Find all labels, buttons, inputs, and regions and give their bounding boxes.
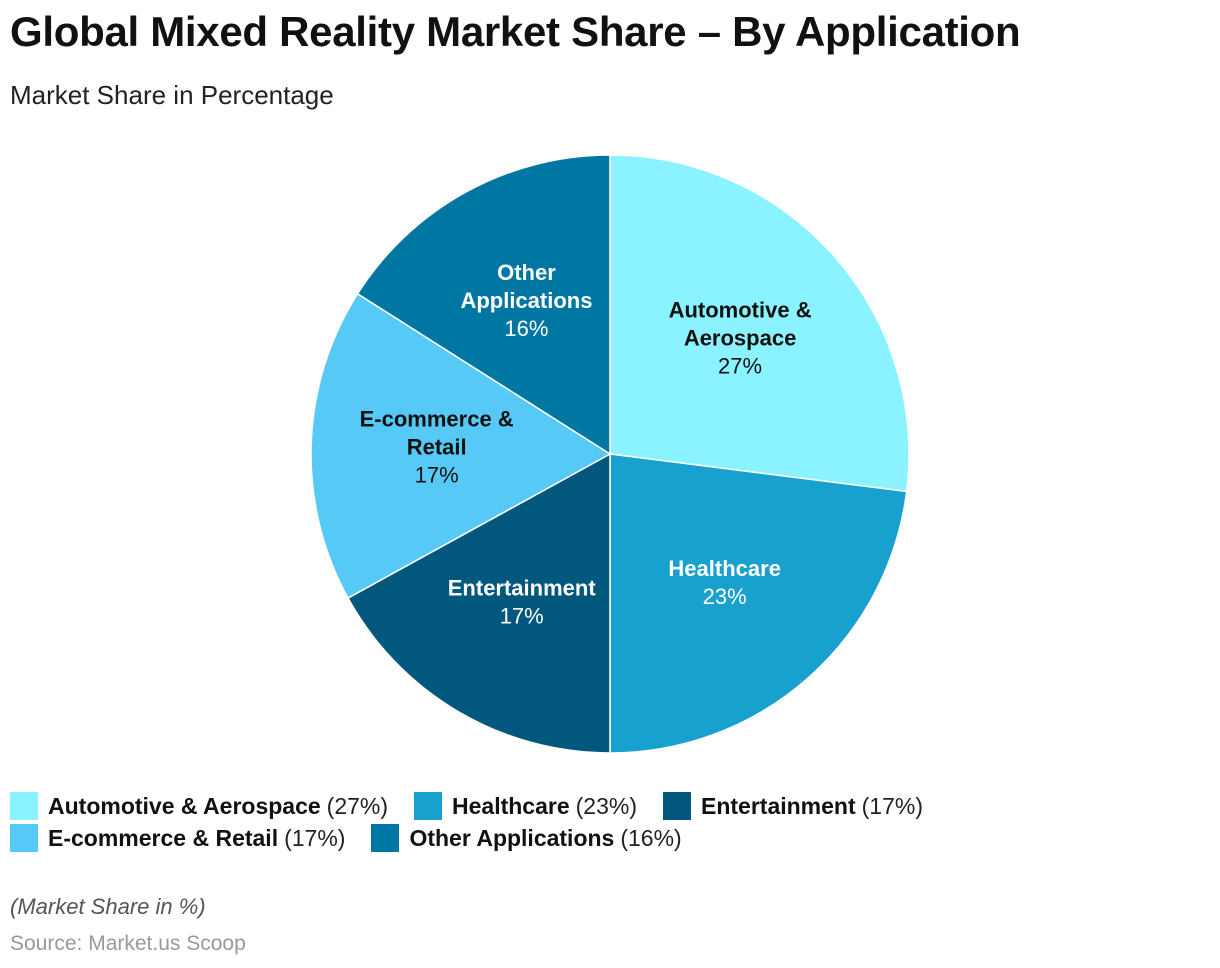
pie-slice-e-commerce-retail	[310, 292, 612, 600]
slice-name-label: Entertainment	[448, 575, 597, 600]
pie-slice-healthcare	[609, 453, 908, 754]
legend-row-1: Automotive & Aerospace (27%) Healthcare …	[10, 790, 1210, 822]
slice-label-e-commerce-retail: E-commerce & Retail 17%	[360, 406, 514, 487]
legend-item-automotive-aerospace: Automotive & Aerospace (27%)	[10, 792, 388, 820]
slice-name-label: Other	[497, 260, 556, 285]
legend-swatch-ecommerce-retail	[10, 824, 38, 852]
legend-name: E-commerce & Retail	[48, 824, 279, 851]
slice-value-label: 27%	[718, 353, 762, 378]
slice-value-label: 17%	[500, 603, 544, 628]
slice-name-label: Applications	[460, 288, 592, 313]
slice-name-label: Healthcare	[668, 556, 781, 581]
pie-slice-automotive-aerospace	[609, 154, 910, 493]
slice-label-entertainment: Entertainment 17%	[448, 575, 597, 628]
slice-name-label: E-commerce &	[360, 406, 514, 431]
legend-name: Healthcare	[452, 792, 570, 819]
legend-value: (23%)	[575, 792, 637, 819]
legend-item-healthcare: Healthcare (23%)	[414, 792, 637, 820]
legend-name: Automotive & Aerospace	[48, 792, 321, 819]
pie-slice-entertainment	[346, 452, 611, 754]
chart-footnote: (Market Share in %)	[10, 894, 206, 919]
slice-name-label: Retail	[407, 434, 467, 459]
chart-source: Source: Market.us Scoop	[10, 932, 246, 955]
slice-label-automotive-aerospace: Automotive & Aerospace 27%	[669, 297, 812, 378]
legend-swatch-entertainment	[663, 792, 691, 820]
slice-name-label: Automotive &	[669, 297, 812, 322]
legend-row-2: E-commerce & Retail (17%) Other Applicat…	[10, 822, 1210, 854]
chart-legend: Automotive & Aerospace (27%) Healthcare …	[10, 790, 1210, 854]
slice-label-other-applications: Other Applications 16%	[460, 260, 592, 341]
chart-subtitle: Market Share in Percentage	[10, 80, 334, 110]
legend-name: Entertainment	[701, 792, 856, 819]
chart-title: Global Mixed Reality Market Share – By A…	[10, 8, 1021, 55]
legend-swatch-automotive-aerospace	[10, 792, 38, 820]
legend-item-other-applications: Other Applications (16%)	[371, 824, 682, 852]
legend-item-ecommerce-retail: E-commerce & Retail (17%)	[10, 824, 345, 852]
legend-swatch-other-applications	[371, 824, 400, 852]
slice-value-label: 23%	[703, 584, 747, 609]
legend-name: Other Applications	[409, 824, 615, 851]
slice-name-label: Aerospace	[684, 325, 797, 350]
pie-chart: Automotive & Aerospace 27% Healthcare 23% Ent…	[310, 154, 910, 754]
legend-value: (17%)	[861, 792, 923, 819]
slice-label-healthcare: Healthcare 23%	[668, 556, 781, 609]
legend-value: (16%)	[620, 824, 682, 851]
legend-item-entertainment: Entertainment (17%)	[663, 792, 923, 820]
legend-swatch-healthcare	[414, 792, 443, 820]
slice-value-label: 16%	[504, 316, 548, 341]
pie-slice-other-applications	[356, 154, 611, 456]
legend-value: (27%)	[326, 792, 389, 819]
slice-value-label: 17%	[415, 462, 459, 487]
legend-value: (17%)	[284, 824, 346, 851]
